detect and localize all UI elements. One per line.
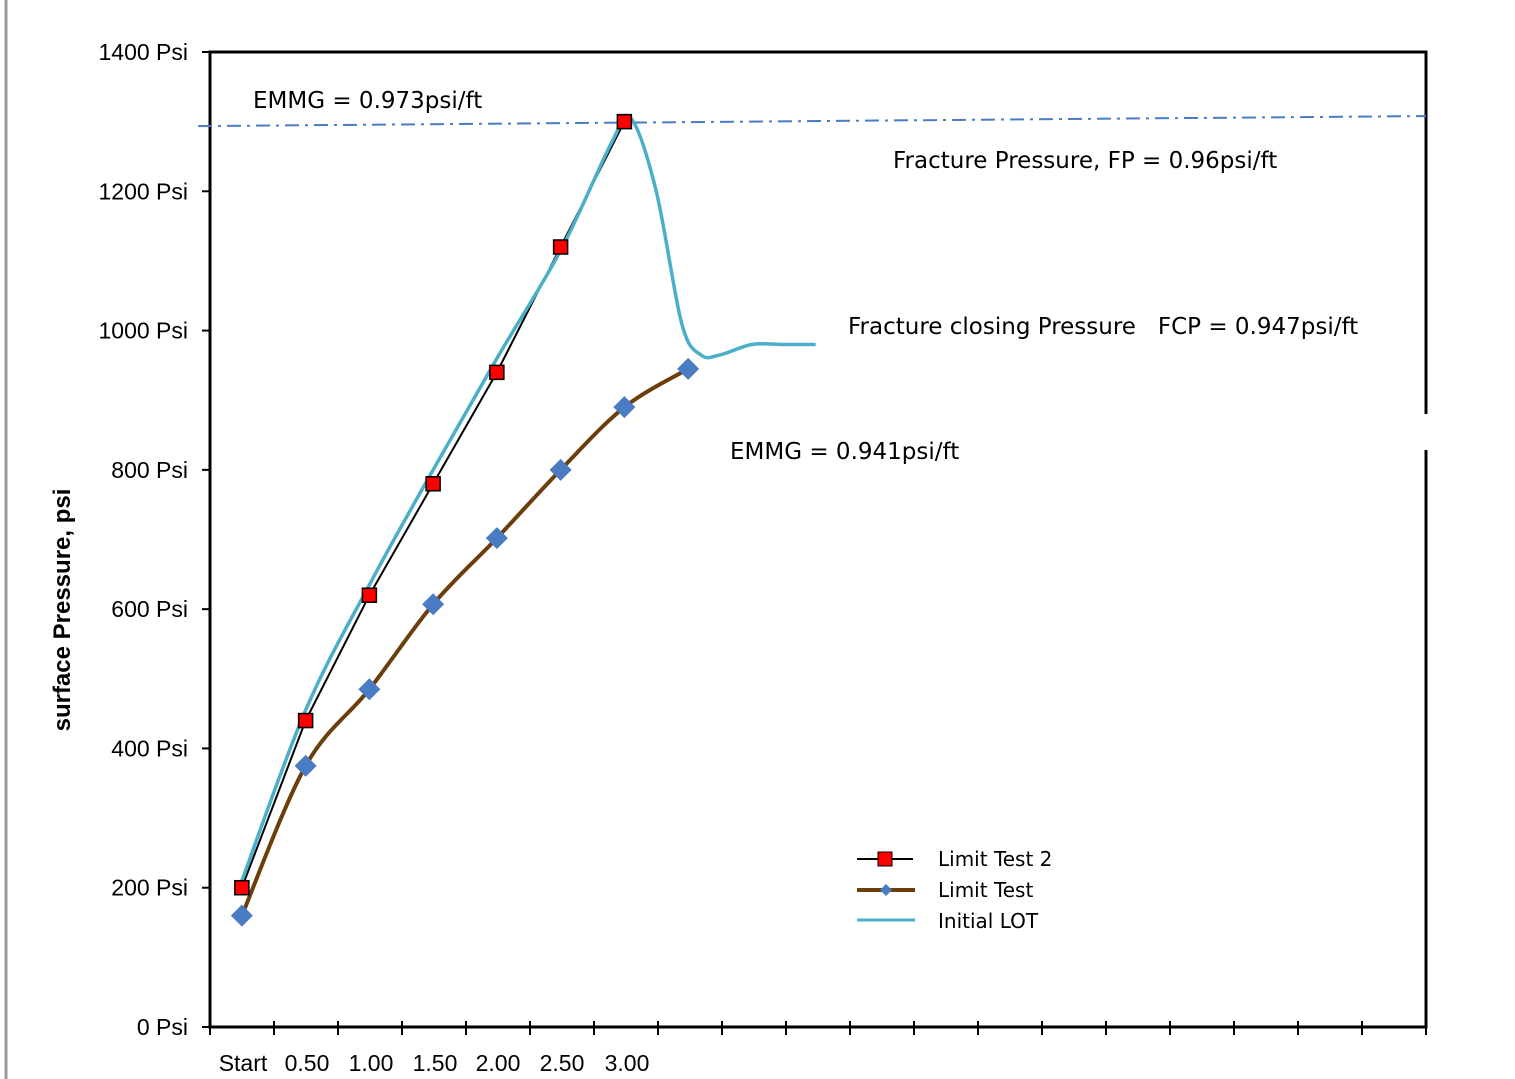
limit-test-point [677, 357, 700, 380]
y-axis-label: surface Pressure, psi [49, 489, 76, 732]
limit-test-2-point [616, 113, 633, 130]
emmg-reference-line [197, 115, 1427, 128]
legend-marker-diamond [880, 884, 892, 896]
x-tick-label: Start [219, 1050, 268, 1076]
x-tick-label: 1.00 [349, 1050, 394, 1076]
legend-entry-limit-test-2: Limit Test 2 [857, 847, 1052, 871]
limit-test-point [549, 458, 572, 481]
svg-text:Limit Test: Limit Test [938, 878, 1033, 902]
series-limit-test-line [240, 367, 690, 917]
annotation-fracture-pressure: Fracture Pressure, FP = 0.96psi/ft [893, 148, 1277, 174]
limit-test-2-point [425, 476, 441, 492]
y-tick-label: 400 Psi [111, 735, 188, 761]
y-tick-label: 1400 Psi [98, 39, 188, 65]
series-initial-lot-line [240, 113, 816, 882]
legend-marker-square [877, 851, 893, 867]
x-tick-label: 0.50 [285, 1050, 330, 1076]
svg-text:Limit Test 2: Limit Test 2 [938, 847, 1052, 871]
legend: Limit Test 2 Limit Test Initial LOT [857, 847, 1052, 933]
x-tick-label: 1.50 [413, 1050, 458, 1076]
y-tick-label: 800 Psi [111, 457, 188, 483]
plot-frame [208, 50, 1428, 1029]
x-axis-ticks: Start 0.50 1.00 1.50 2.00 2.50 3.00 [209, 1021, 1427, 1076]
annotation-fracture-closing: Fracture closing Pressure FCP = 0.947psi… [848, 314, 1358, 340]
limit-test-point [613, 396, 636, 419]
y-tick-label: 0 Psi [137, 1014, 188, 1040]
limit-test-2-point [361, 587, 378, 603]
y-tick-label: 600 Psi [111, 596, 188, 622]
x-tick-label: 2.50 [540, 1050, 585, 1076]
annotation-emmg-top: EMMG = 0.973psi/ft [253, 88, 482, 114]
limit-test-point [294, 754, 317, 777]
limit-test-2-point [297, 712, 314, 729]
x-tick-label: 2.00 [476, 1050, 521, 1076]
limit-test-2-point [489, 364, 505, 381]
svg-text:Initial LOT: Initial LOT [938, 909, 1039, 933]
y-tick-label: 200 Psi [111, 875, 188, 901]
y-tick-label: 1200 Psi [98, 178, 188, 204]
limit-test-point [230, 904, 253, 927]
limit-test-2-point [552, 239, 569, 255]
series-layer [230, 113, 816, 927]
annotation-emmg-bottom: EMMG = 0.941psi/ft [730, 439, 959, 465]
legend-entry-limit-test: Limit Test [857, 878, 1033, 902]
limit-test-point [358, 678, 381, 701]
limit-test-point [422, 593, 445, 616]
limit-test-2-point [234, 879, 250, 896]
limit-test-point [485, 527, 508, 550]
legend-entry-initial-lot: Initial LOT [857, 909, 1039, 933]
x-tick-label: 3.00 [605, 1050, 650, 1076]
y-tick-label: 1000 Psi [98, 318, 188, 344]
y-axis-ticks: 0 Psi 200 Psi 400 Psi 600 Psi 800 Psi 1000 Ps… [98, 39, 210, 1040]
